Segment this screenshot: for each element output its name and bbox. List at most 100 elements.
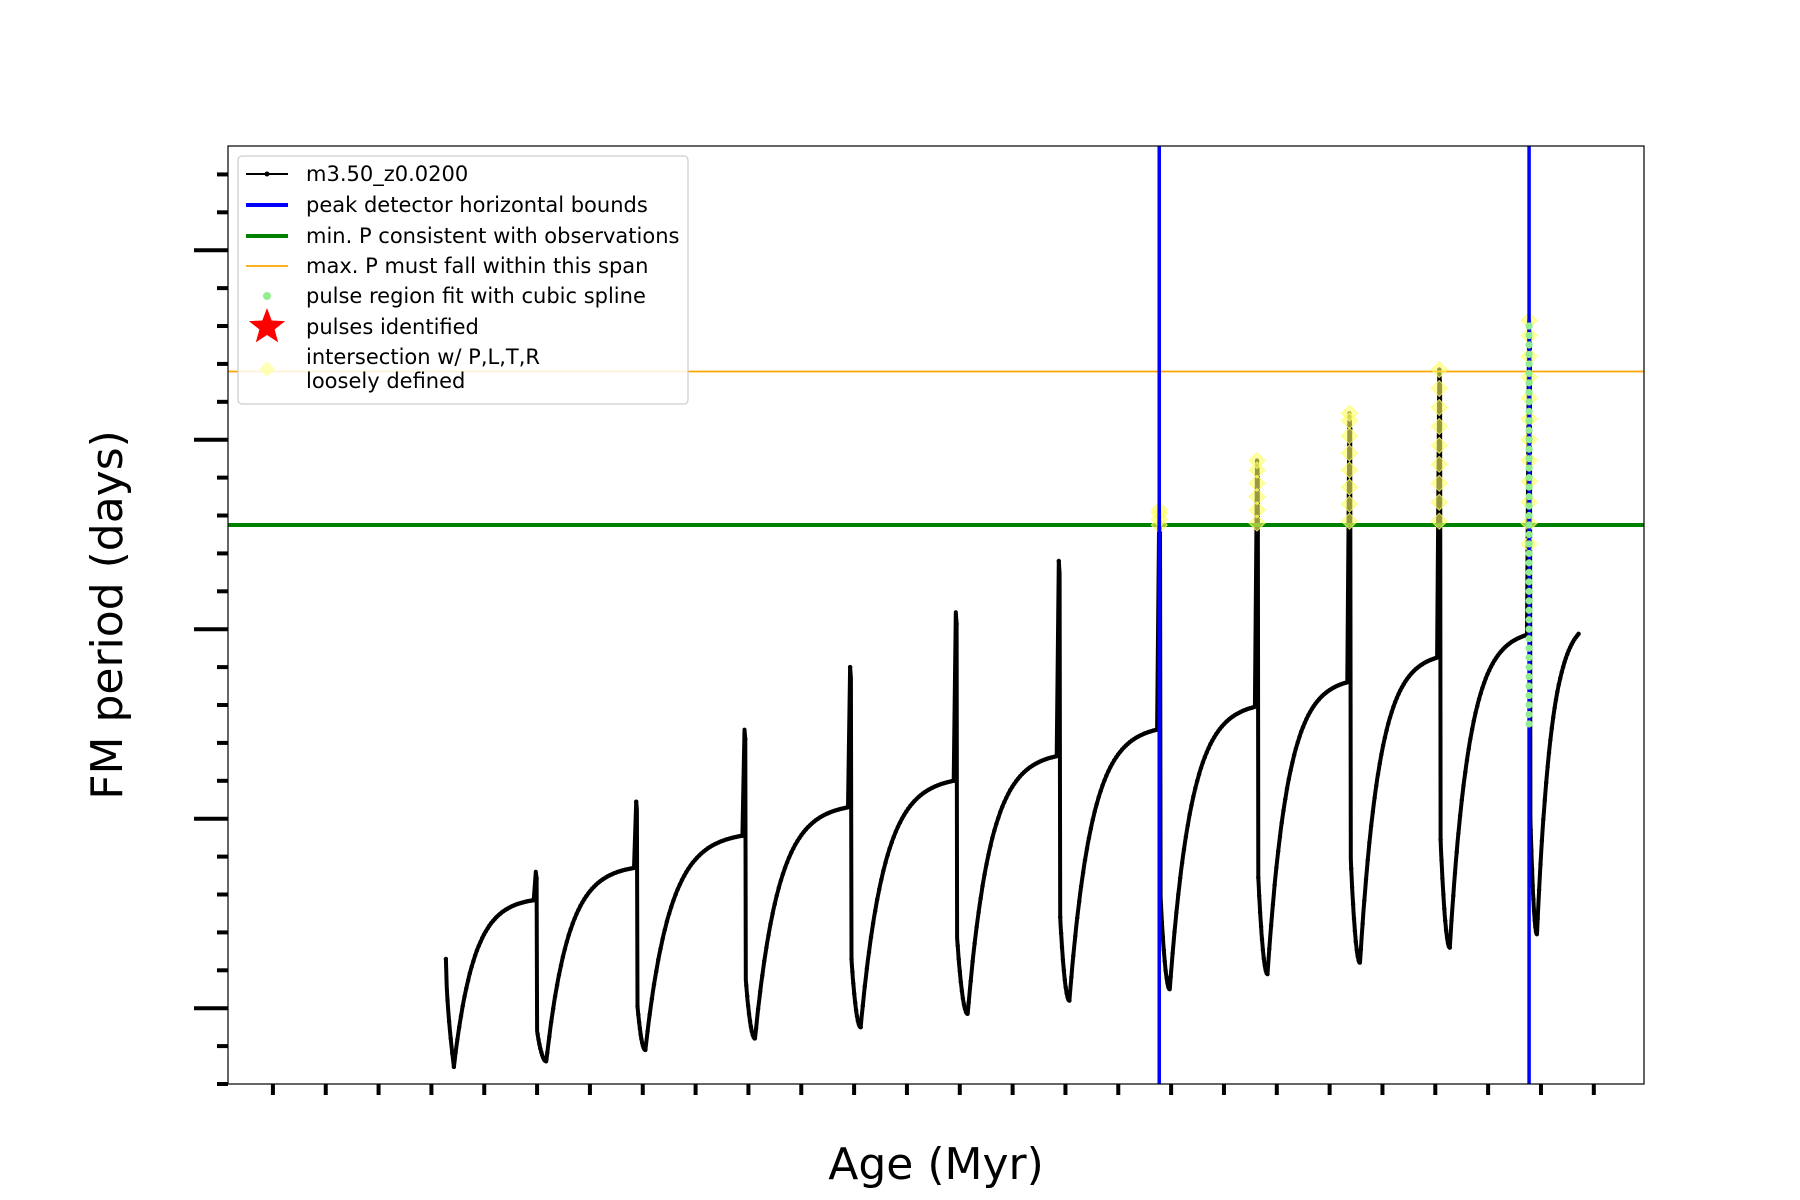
data-point: [994, 821, 999, 826]
data-point: [1088, 826, 1094, 831]
data-point: [660, 936, 665, 942]
intersection-marker: [1340, 461, 1359, 479]
data-point: [1257, 910, 1263, 915]
intersection-marker: [1340, 512, 1359, 530]
data-point: [1438, 837, 1443, 842]
data-point: [961, 1002, 967, 1007]
data-point: [460, 1003, 465, 1009]
intersection-marker: [1248, 487, 1266, 506]
data-point: [984, 862, 989, 867]
data-point: [566, 933, 571, 938]
spline-point: [1525, 331, 1533, 340]
data-point: [1163, 968, 1168, 973]
data-point: [1392, 700, 1398, 705]
data-point: [1368, 824, 1374, 829]
data-point: [968, 978, 973, 984]
data-point: [992, 828, 997, 833]
data-point: [1454, 850, 1459, 855]
data-point: [996, 815, 1001, 820]
data-point: [1531, 897, 1536, 902]
data-point: [684, 869, 689, 875]
data-point: [451, 1064, 457, 1070]
data-point: [638, 1032, 643, 1037]
data-point: [1181, 847, 1187, 852]
data-point: [854, 1014, 860, 1019]
data-point: [862, 984, 867, 989]
data-point: [534, 876, 539, 881]
spline-point: [1525, 407, 1533, 415]
data-point: [1069, 974, 1074, 980]
data-point: [1053, 754, 1058, 759]
data-point: [1552, 705, 1557, 711]
data-point: [1394, 695, 1400, 701]
data-point: [1352, 929, 1358, 934]
data-point: [1191, 794, 1196, 799]
data-point: [1094, 801, 1099, 807]
data-point: [768, 921, 773, 927]
data-point: [1459, 797, 1465, 803]
legend-entry: max. P must fall within this span: [246, 254, 648, 278]
data-point: [972, 941, 977, 946]
data-point: [536, 1037, 541, 1042]
data-point: [1353, 939, 1359, 944]
data-point: [1300, 724, 1306, 730]
spline-point: [1525, 322, 1533, 330]
data-point: [1297, 734, 1302, 739]
data-point: [1058, 930, 1064, 936]
legend-box: [237, 155, 689, 405]
spline-point: [1525, 398, 1533, 406]
data-point: [1475, 703, 1480, 709]
data-point: [1447, 945, 1453, 950]
data-point: [1288, 768, 1293, 773]
data-point: [1354, 947, 1360, 953]
data-point: [901, 812, 907, 818]
data-point: [960, 996, 966, 1001]
data-point: [673, 892, 678, 897]
data-point: [647, 1012, 652, 1017]
data-point: [1478, 691, 1483, 696]
spline-point: [1525, 388, 1533, 396]
data-point: [1466, 746, 1471, 752]
spline-point: [1525, 587, 1533, 595]
data-point: [1260, 947, 1266, 953]
data-point: [535, 1031, 540, 1037]
data-point: [1304, 716, 1309, 722]
data-point: [770, 911, 775, 916]
data-point: [1274, 865, 1279, 870]
data-point: [1377, 761, 1382, 766]
data-point: [654, 969, 659, 974]
data-point: [443, 956, 449, 962]
intersection-marker: [1340, 404, 1359, 422]
data-point: [446, 1019, 452, 1024]
data-point: [762, 958, 767, 964]
data-point: [1082, 857, 1088, 863]
data-point: [778, 878, 784, 883]
data-point: [1299, 729, 1304, 734]
data-point: [679, 877, 685, 883]
intersection-marker: [1430, 360, 1448, 379]
spline-point: [1525, 644, 1533, 652]
data-point: [682, 873, 687, 878]
data-point: [1008, 788, 1013, 793]
data-point: [1056, 558, 1062, 564]
data-point: [784, 860, 790, 865]
data-point: [1090, 817, 1096, 822]
data-point: [758, 989, 763, 994]
data-point: [747, 1018, 753, 1023]
data-point: [1004, 795, 1009, 800]
data-point: [1084, 846, 1090, 851]
data-point: [853, 1000, 858, 1005]
intersection-marker: [1340, 444, 1359, 462]
data-point: [980, 883, 985, 889]
data-point: [1193, 786, 1198, 791]
data-point: [851, 981, 856, 986]
data-point: [450, 1051, 455, 1056]
data-point: [1379, 752, 1384, 757]
data-point: [1189, 802, 1194, 808]
data-point: [1534, 931, 1539, 937]
data-point: [1006, 791, 1011, 796]
spline-point: [1525, 426, 1533, 434]
intersection-marker: [1340, 495, 1359, 513]
data-point: [966, 1000, 971, 1005]
data-point: [1440, 876, 1445, 881]
